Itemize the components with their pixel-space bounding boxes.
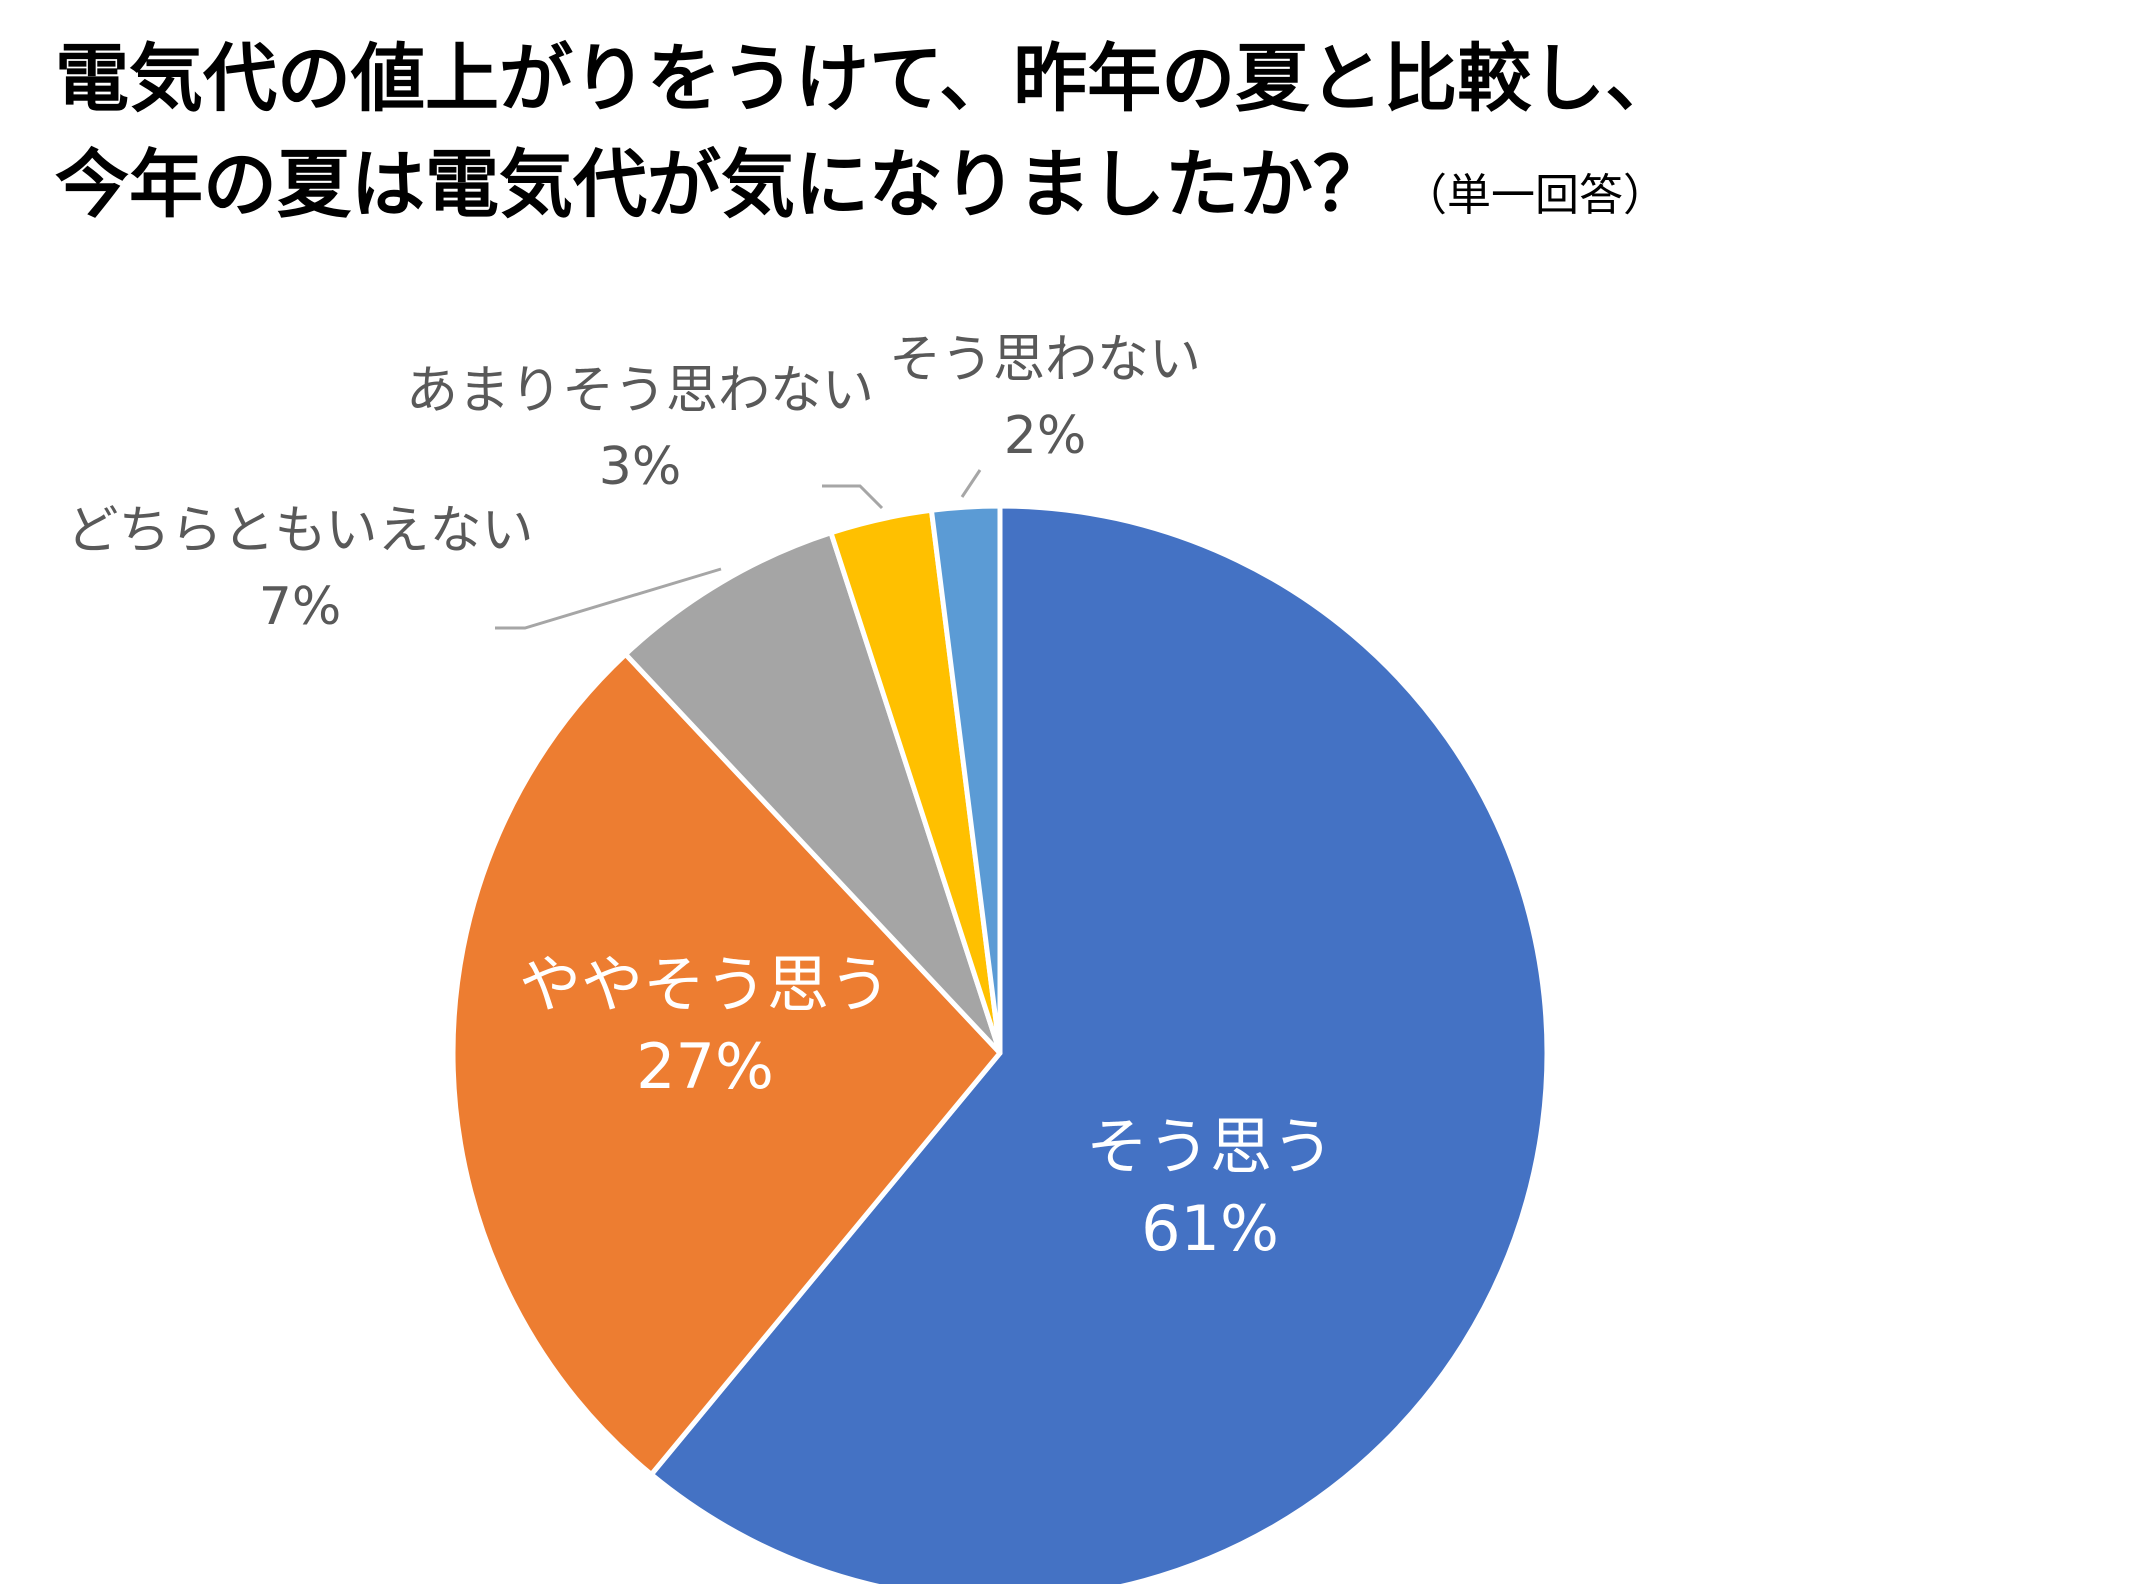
slice-category-label-4: あまりそう思わない (406, 361, 874, 421)
leader-line-5 (960, 469, 982, 498)
pie-slice-2 (450, 651, 1003, 1477)
slice-category-label-3: どちらともいえない (67, 501, 534, 561)
pie-slice-5 (928, 503, 1003, 1056)
leader-line-4 (822, 484, 884, 510)
leader-line-3 (495, 567, 722, 630)
slice-percent-label-3: 7% (259, 577, 342, 637)
answer-type-note: （単一回答） (1403, 170, 1667, 221)
slice-category-label-1: そう思う (1086, 1110, 1334, 1183)
slice-labels: そう思う 61% ややそう思う 27% どちらともいえない 7% あまりそう思わない 3% そう… (67, 330, 1334, 1265)
pie-slice-1 (648, 503, 1550, 1584)
chart-title-line1: 電気代の値上がりをうけて、昨年の夏と比較し、 (55, 36, 1680, 122)
slice-percent-label-5: 2% (1004, 406, 1087, 466)
slice-percent-label-2: 27% (636, 1030, 774, 1103)
pie-slices (450, 503, 1550, 1584)
slice-percent-label-4: 3% (599, 437, 682, 497)
slice-category-label-2: ややそう思う (519, 948, 891, 1021)
pie-slice-3 (623, 530, 1003, 1056)
leader-lines (495, 469, 982, 630)
chart-title-line2: 今年の夏は電気代が気になりましたか？ （単一回答） (55, 148, 1667, 222)
chart-title-line2-text: 今年の夏は電気代が気になりましたか？ (55, 142, 1387, 228)
slice-category-label-5: そう思わない (889, 330, 1201, 390)
slice-percent-label-1: 61% (1141, 1192, 1279, 1265)
